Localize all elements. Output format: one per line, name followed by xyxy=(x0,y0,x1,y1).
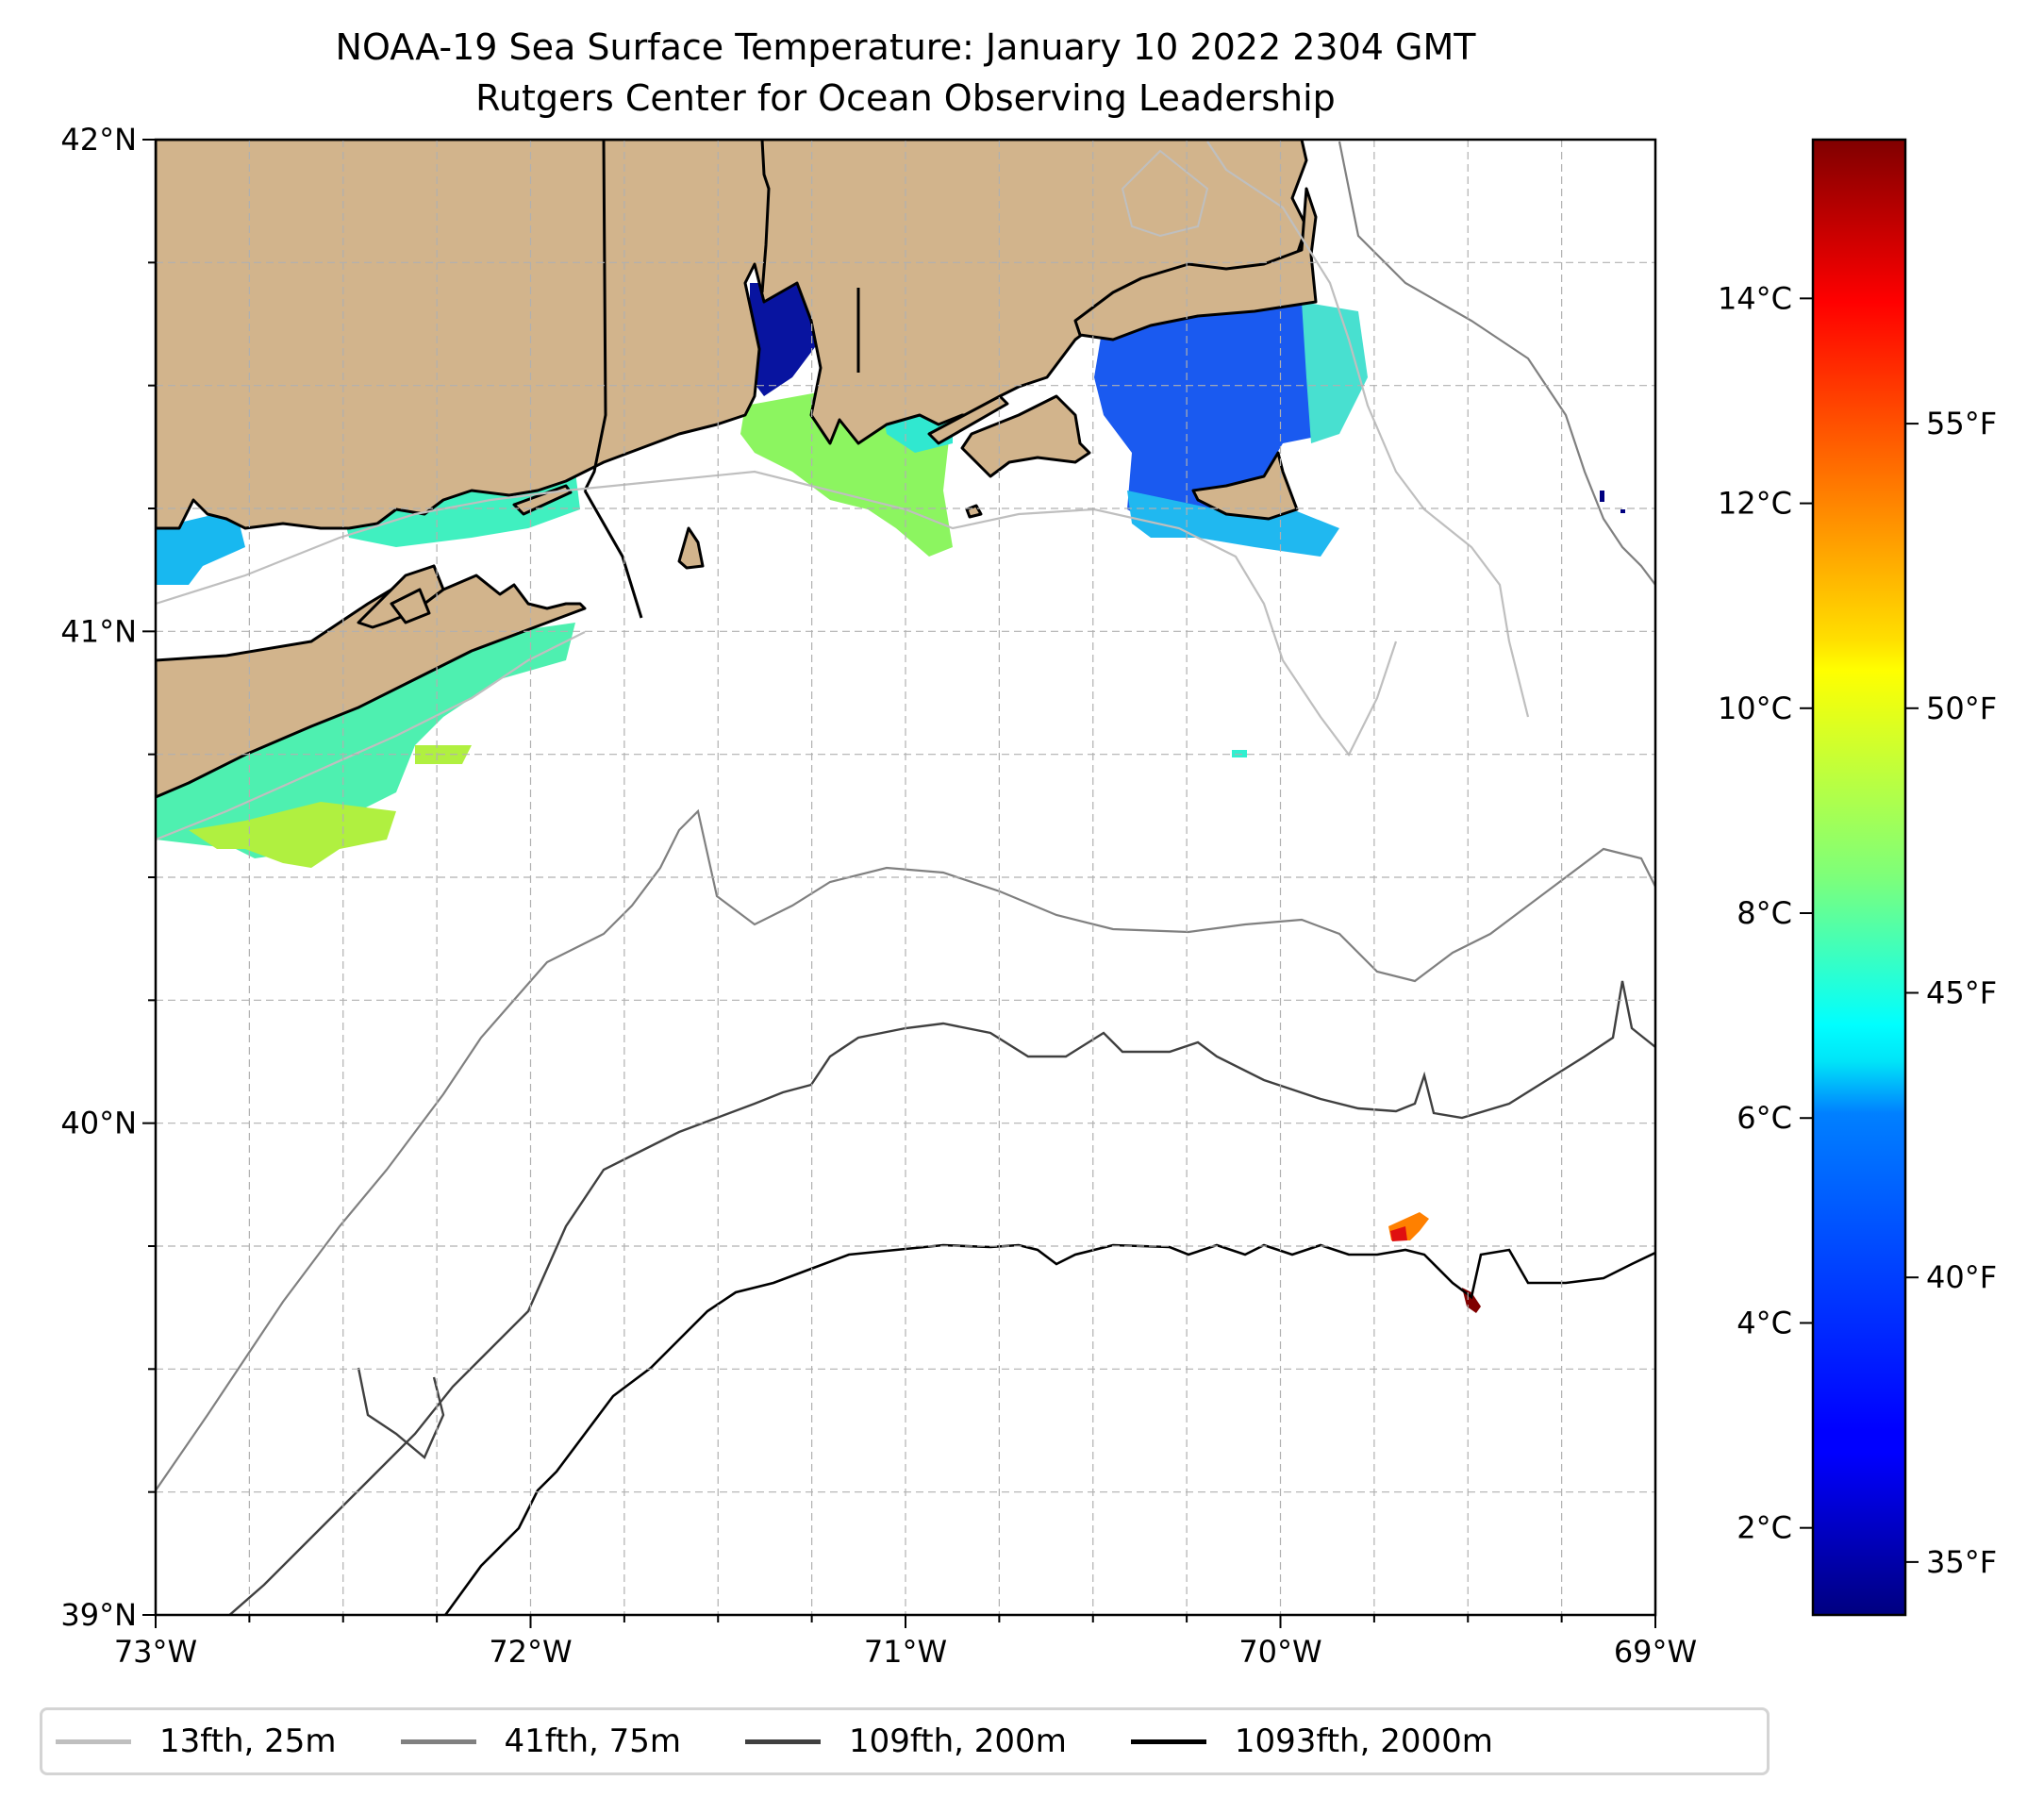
chart-subtitle: Rutgers Center for Ocean Observing Leade… xyxy=(475,77,1336,119)
legend: 13fth, 25m 41fth, 75m 109fth, 200m 1093f… xyxy=(40,1707,1770,1775)
sst-patch-nantucket-south xyxy=(1127,491,1339,557)
colorbar-fahrenheit-label: 40°F xyxy=(1926,1259,1997,1295)
axis-ticks xyxy=(142,139,1656,1628)
legend-label: 41fth, 75m xyxy=(504,1722,682,1760)
boundary-ct-ri xyxy=(760,140,771,293)
colorbar-fahrenheit-label: 45°F xyxy=(1926,974,1997,1010)
boundary-ny-ri-sea xyxy=(583,490,643,619)
isobath-75m xyxy=(156,141,1655,1491)
x-tick-label: 72°W xyxy=(489,1634,572,1670)
colorbar-fahrenheit-label: 35°F xyxy=(1926,1544,1997,1580)
sst-pixel-east2 xyxy=(1620,509,1625,513)
y-tick-label: 41°N xyxy=(60,613,137,649)
isobaths xyxy=(156,141,1655,1615)
state-boundaries xyxy=(583,140,860,619)
land-martha-vineyard xyxy=(960,394,1091,478)
colorbar-celsius-label: 12°C xyxy=(1718,486,1792,522)
land-cape-cod xyxy=(1073,187,1318,341)
sst-patch-nantucket-sound xyxy=(1094,302,1330,528)
sst-patch-south-li-yellow xyxy=(189,802,396,868)
colorbar xyxy=(1811,138,1907,1617)
land-shelter-island xyxy=(390,588,431,624)
x-tick-label: 73°W xyxy=(114,1634,197,1670)
colorbar-celsius-label: 14°C xyxy=(1718,280,1792,316)
legend-label: 109fth, 200m xyxy=(849,1722,1067,1760)
legend-item-25m: 13fth, 25m xyxy=(56,1722,337,1760)
colorbar-celsius-label: 2°C xyxy=(1737,1510,1792,1546)
isobath-200m xyxy=(227,980,1655,1615)
isobath-25m-inner xyxy=(1121,149,1209,238)
y-tick-label: 39°N xyxy=(60,1597,137,1633)
colorbar-labels: 14°C 12°C 10°C 8°C 6°C 4°C 2°C 55°F 50°F 45°F 40°F… xyxy=(1718,280,1997,1580)
colorbar-fahrenheit-label: 55°F xyxy=(1926,406,1997,441)
y-tick-label: 40°N xyxy=(60,1106,137,1141)
axis-labels: 73°W 72°W 71°W 70°W 69°W 42°N 41°N 40°N 39°N xyxy=(60,122,1697,1670)
colorbar-ticks xyxy=(1800,297,1919,1563)
legend-line-75m-icon xyxy=(400,1739,476,1744)
map-area xyxy=(156,140,1655,1615)
land-nantucket xyxy=(1191,451,1299,521)
sst-patch-shelf-break-red xyxy=(1390,1226,1407,1241)
legend-line-200m-icon xyxy=(745,1739,822,1744)
land-north-fork xyxy=(357,564,445,629)
colorbar-celsius-label: 6°C xyxy=(1737,1100,1792,1136)
x-tick-label: 71°W xyxy=(864,1634,947,1670)
land-block-island xyxy=(677,526,705,570)
x-tick-label: 70°W xyxy=(1238,1634,1321,1670)
legend-line-25m-icon xyxy=(56,1739,131,1744)
colorbar-celsius-label: 8°C xyxy=(1737,895,1792,931)
legend-label: 1093fth, 2000m xyxy=(1234,1722,1493,1760)
legend-label: 13fth, 25m xyxy=(159,1722,337,1760)
isobath-2000m xyxy=(443,1243,1655,1615)
colorbar-celsius-label: 10°C xyxy=(1718,691,1792,726)
gridlines xyxy=(156,140,1655,1615)
legend-item-2000m: 1093fth, 2000m xyxy=(1130,1722,1493,1760)
legend-item-75m: 41fth, 75m xyxy=(400,1722,682,1760)
land-layer xyxy=(156,140,1318,799)
land-elizabeth-islands xyxy=(927,394,1009,445)
sst-pixel-east xyxy=(1600,491,1604,502)
legend-line-2000m-icon xyxy=(1130,1739,1206,1744)
colorbar-fahrenheit-label: 50°F xyxy=(1926,691,1997,726)
boundary-ny-ct xyxy=(583,140,607,491)
sst-patch-south-li xyxy=(156,623,575,858)
x-tick-label: 69°W xyxy=(1614,1634,1697,1670)
colorbar-celsius-label: 4°C xyxy=(1737,1305,1792,1340)
legend-item-200m: 109fth, 200m xyxy=(745,1722,1067,1760)
sst-patch-nantucket-east xyxy=(1302,302,1368,443)
isobath-25m xyxy=(156,141,1530,841)
y-tick-label: 42°N xyxy=(60,122,137,158)
sst-pixel-south xyxy=(1232,750,1247,757)
chart-title: NOAA-19 Sea Surface Temperature: January… xyxy=(335,26,1476,68)
